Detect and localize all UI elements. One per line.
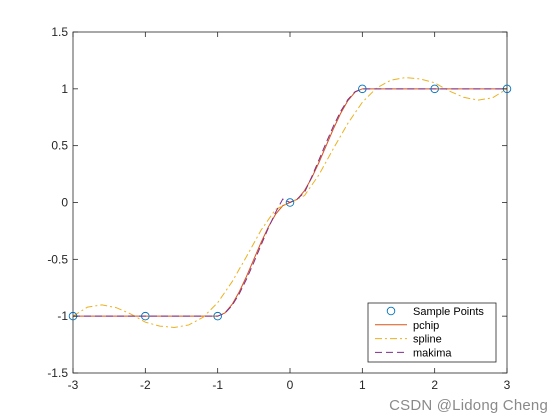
y-tick-label: 1.5 [51, 25, 68, 39]
watermark-text: CSDN @Lidong Cheng [389, 397, 548, 414]
y-tick-label: 1 [61, 82, 68, 96]
y-axis: -1.5 -1 -0.5 0 0.5 1 1.5 [47, 25, 507, 380]
sample-point-marker [213, 311, 222, 321]
legend-label: Sample Points [413, 306, 484, 318]
sample-point-marker [358, 84, 367, 94]
x-tick-label: -1 [212, 378, 223, 392]
y-tick-label: -0.5 [47, 252, 68, 266]
x-tick-label: 2 [431, 378, 438, 392]
series-line-makima [73, 88, 507, 317]
legend-label: spline [413, 334, 442, 346]
x-axis: -3 -2 -1 0 1 2 3 [68, 32, 511, 392]
y-tick-label: 0 [61, 196, 68, 210]
x-tick-label: 3 [504, 378, 511, 392]
sample-point-marker [285, 198, 295, 207]
y-tick-label: -1 [57, 309, 68, 323]
legend-label: pchip [413, 320, 439, 332]
legend-marker-sample-points [386, 306, 396, 316]
x-tick-label: -3 [68, 378, 79, 392]
sample-point-marker [430, 84, 439, 94]
sample-point-marker [141, 311, 150, 321]
plot-area [68, 31, 512, 374]
legend-label: makima [413, 347, 452, 359]
y-tick-label: -1.5 [47, 366, 68, 380]
x-tick-label: 1 [359, 378, 366, 392]
y-tick-label: 0.5 [51, 139, 68, 153]
x-tick-label: 0 [287, 378, 294, 392]
x-tick-label: -2 [140, 378, 151, 392]
